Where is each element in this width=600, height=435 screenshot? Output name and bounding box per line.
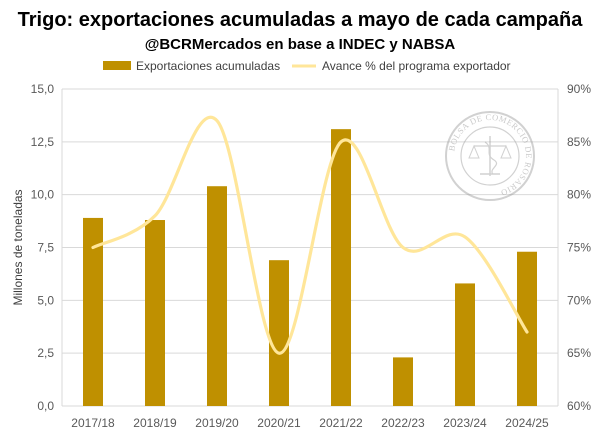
line-series-avance: [91, 115, 529, 355]
x-tick-label: 2018/19: [133, 416, 177, 430]
y-tick-label-left: 7,5: [37, 241, 54, 255]
x-axis-ticks: 2017/18 2018/19 2019/20 2020/21 2021/22 2022/…: [71, 416, 549, 430]
legend-label-bar: Exportaciones acumuladas: [136, 59, 280, 73]
y-axis-title: Millones de toneladas: [11, 189, 25, 305]
y-tick-label-right: 75%: [567, 241, 591, 255]
chart-title: Trigo: exportaciones acumuladas a mayo d…: [17, 9, 583, 31]
y-tick-label-right: 85%: [567, 135, 591, 149]
bar-2022-23: [393, 357, 413, 406]
y-tick-label-right: 80%: [567, 188, 591, 202]
x-tick-label: 2022/23: [381, 416, 425, 430]
legend-label-line: Avance % del programa exportador: [322, 59, 511, 73]
bar-2019-20: [207, 186, 227, 406]
bar-2018-19: [145, 220, 165, 406]
y-tick-label-left: 5,0: [37, 293, 54, 307]
grid-lines: [61, 88, 559, 407]
x-tick-label: 2021/22: [319, 416, 363, 430]
x-tick-label: 2023/24: [443, 416, 487, 430]
y-tick-label-left: 12,5: [31, 135, 55, 149]
y-tick-label-left: 15,0: [31, 82, 55, 96]
y-tick-label-right: 90%: [567, 82, 591, 96]
bar-2017-18: [83, 217, 103, 406]
y-axis-right-ticks: 60% 65% 70% 75% 80% 85% 90%: [567, 82, 591, 413]
bar-2024-25: [517, 251, 537, 406]
legend-swatch-bar: [103, 61, 131, 70]
y-tick-label-left: 10,0: [31, 188, 55, 202]
y-tick-label-right: 60%: [567, 399, 591, 413]
bar-series: [83, 129, 537, 407]
y-tick-label-left: 0,0: [37, 399, 54, 413]
chart-subtitle: @BCRMercados en base a INDEC y NABSA: [144, 36, 456, 53]
bcr-seal-watermark: BOLSA DE COMERCIO DE ROSARIO: [445, 111, 535, 201]
x-tick-label: 2020/21: [257, 416, 301, 430]
y-tick-label-right: 70%: [567, 293, 591, 307]
x-tick-label: 2017/18: [71, 416, 115, 430]
y-axis-left-ticks: 0,0 2,5 5,0 7,5 10,0 12,5 15,0: [31, 82, 55, 413]
bar-2020-21: [269, 260, 289, 406]
y-tick-label-right: 65%: [567, 346, 591, 360]
bar-2021-22: [331, 129, 351, 407]
bar-2023-24: [455, 283, 475, 406]
x-tick-label: 2019/20: [195, 416, 239, 430]
y-tick-label-left: 2,5: [37, 346, 54, 360]
legend: Exportaciones acumuladas Avance % del pr…: [103, 59, 511, 73]
x-tick-label: 2024/25: [505, 416, 549, 430]
